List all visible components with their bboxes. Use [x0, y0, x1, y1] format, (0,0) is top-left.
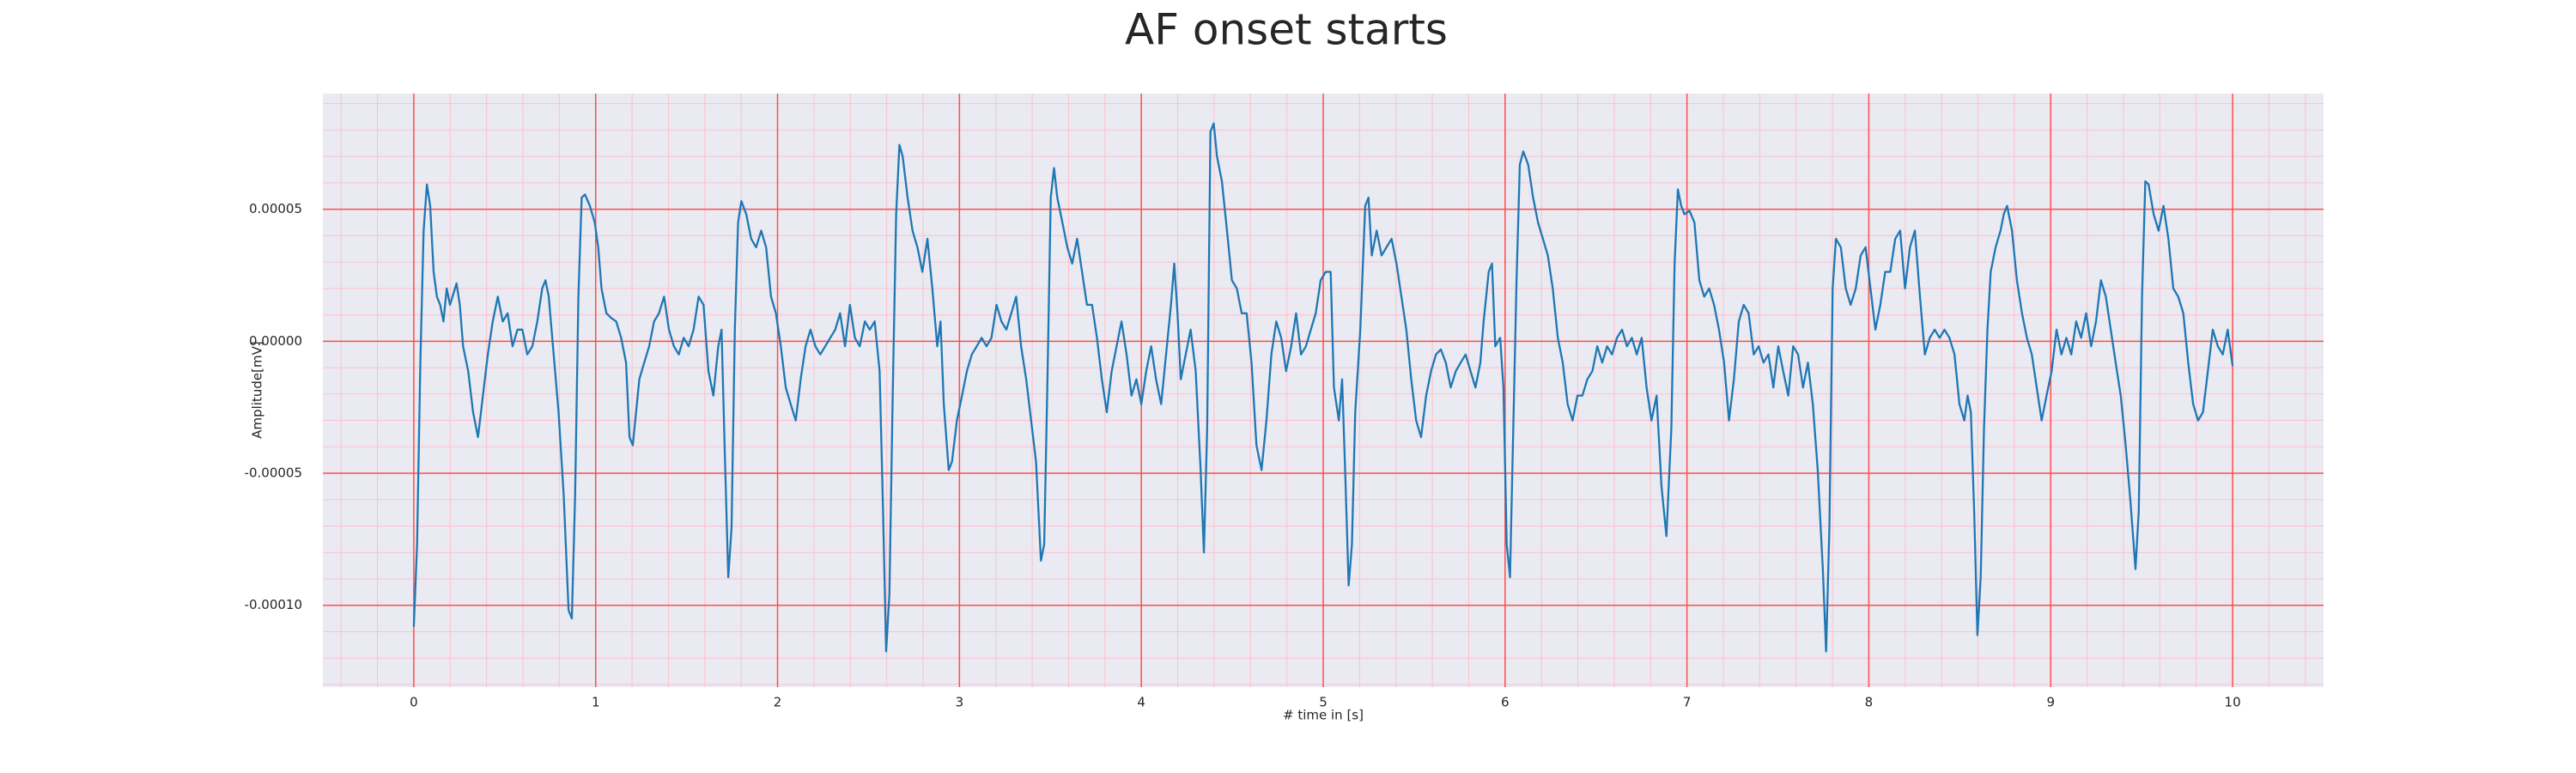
x-tick-label: 4	[1137, 695, 1145, 710]
y-tick-label: 0.00000	[249, 333, 302, 349]
y-axis-label: Amplitude[mV]	[250, 341, 265, 438]
x-tick-label: 3	[956, 695, 964, 710]
y-tick-label: -0.00005	[245, 466, 302, 481]
signal-line	[412, 122, 2234, 653]
y-tick-label: -0.00010	[245, 597, 302, 612]
x-tick-label: 8	[1865, 695, 1874, 710]
grid	[323, 94, 2324, 687]
x-tick-label: 6	[1501, 695, 1510, 710]
x-tick-label: 7	[1683, 695, 1692, 710]
x-tick-label: 2	[774, 695, 782, 710]
data	[412, 122, 2234, 653]
x-tick-label: 1	[592, 695, 600, 710]
labels: 0 1 2 3 4 5 6 7 8 9 10 -0.00010 -0.00005 0.00000 0.000…	[245, 201, 2241, 709]
y-tick-label: 0.00005	[249, 201, 302, 216]
x-tick-label: 5	[1319, 695, 1327, 710]
x-tick-label: 9	[2046, 695, 2055, 710]
x-tick-label: 0	[410, 695, 418, 710]
chart-title: AF onset starts	[1125, 5, 1448, 55]
x-axis-label: # time in [s]	[1283, 708, 1364, 723]
x-tick-label: 10	[2225, 695, 2241, 710]
